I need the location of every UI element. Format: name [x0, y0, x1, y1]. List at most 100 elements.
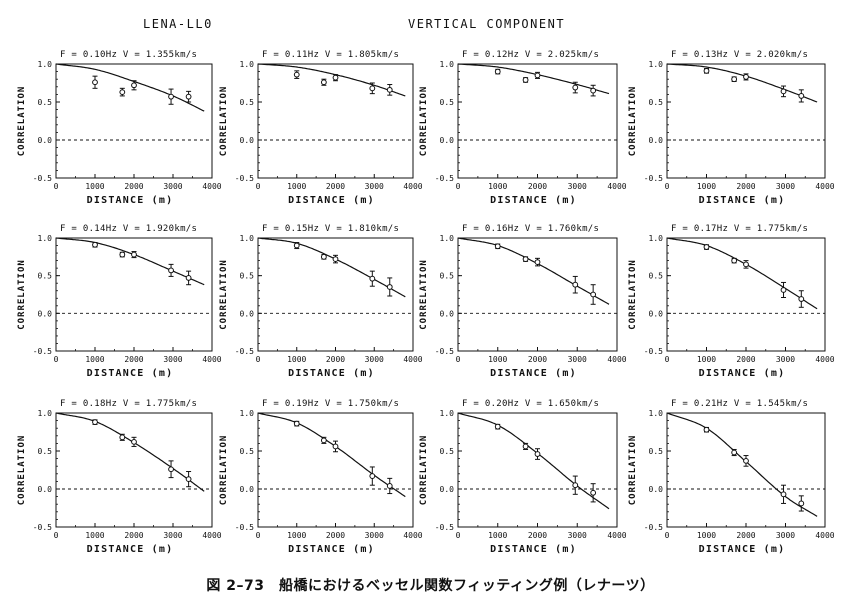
y-tick-label: 0.5 [440, 447, 455, 456]
bessel-fit-curve [257, 63, 406, 97]
data-point [572, 84, 579, 91]
x-axis-label: DISTANCE (m) [288, 368, 375, 379]
x-axis-label: DISTANCE (m) [490, 195, 577, 206]
y-tick-label: 0.5 [440, 272, 455, 281]
x-tick-label: 1000 [287, 182, 306, 191]
data-point [386, 483, 393, 489]
panel-title: F = 0.18Hz V = 1.775km/s [60, 399, 197, 409]
y-tick-label: 1.0 [440, 234, 455, 243]
x-tick-label: 4000 [815, 182, 834, 191]
data-point [590, 87, 597, 94]
y-tick-label: -0.5 [33, 523, 52, 532]
y-tick-label: 1.0 [38, 409, 53, 418]
y-tick-label: 0.5 [649, 447, 664, 456]
x-tick-label: 3000 [776, 355, 795, 364]
x-tick-label: 0 [54, 182, 59, 191]
x-tick-label: 4000 [202, 355, 221, 364]
x-axis-label: DISTANCE (m) [699, 195, 786, 206]
data-point [703, 67, 710, 74]
x-tick-label: 3000 [365, 355, 384, 364]
data-point [494, 423, 501, 430]
y-tick-label: 0.5 [440, 98, 455, 107]
x-tick-label: 3000 [163, 355, 182, 364]
data-point [92, 241, 98, 248]
x-tick-label: 0 [256, 355, 261, 364]
panel-title: F = 0.17Hz V = 1.775km/s [671, 224, 808, 234]
y-axis-label: CORRELATION [219, 86, 229, 157]
x-axis-label: DISTANCE (m) [87, 368, 174, 379]
data-point [185, 93, 192, 100]
data-point [386, 284, 393, 290]
data-point [320, 79, 327, 86]
x-tick-label: 0 [456, 182, 461, 191]
data-point [293, 71, 300, 78]
y-axis-label: CORRELATION [419, 259, 429, 330]
data-point [731, 257, 738, 264]
x-tick-label: 3000 [568, 182, 587, 191]
data-point [332, 443, 339, 450]
y-tick-label: 0.0 [649, 136, 664, 145]
panel-title: F = 0.21Hz V = 1.545km/s [671, 399, 808, 409]
data-point [731, 449, 738, 456]
bessel-fit-curve [55, 237, 205, 286]
correlation-panel: F = 0.10Hz V = 1.355km/s -0.5 0.0 0.5 1.0 0 10… [17, 50, 222, 206]
panel-title: F = 0.11Hz V = 1.805km/s [262, 50, 399, 60]
x-tick-label: 4000 [607, 355, 626, 364]
plot-frame [55, 412, 213, 528]
bessel-fit-curve [666, 63, 818, 103]
y-tick-label: -0.5 [644, 347, 663, 356]
data-point [369, 275, 376, 282]
plot-frame [257, 412, 414, 528]
y-tick-label: 0.5 [240, 272, 255, 281]
x-tick-label: 2000 [528, 531, 547, 540]
data-point [92, 419, 98, 426]
x-tick-label: 4000 [607, 531, 626, 540]
x-tick-label: 2000 [326, 531, 345, 540]
x-axis-label: DISTANCE (m) [490, 544, 577, 555]
data-point [590, 291, 597, 298]
y-tick-label: 0.5 [38, 447, 53, 456]
y-axis-label: CORRELATION [419, 435, 429, 506]
y-tick-label: 0.0 [649, 485, 664, 494]
plot-frame [457, 412, 618, 528]
y-axis-label: CORRELATION [628, 259, 638, 330]
x-tick-label: 1000 [488, 355, 507, 364]
data-point [703, 426, 710, 433]
data-point [534, 72, 541, 79]
figure-header-right: VERTICAL COMPONENT [408, 17, 566, 31]
correlation-panel: F = 0.18Hz V = 1.775km/s -0.5 0.0 0.5 1.0 0 10… [17, 399, 222, 555]
correlation-panel: F = 0.13Hz V = 2.020km/s -0.5 0.0 0.5 1.0 0 10… [628, 50, 835, 206]
x-tick-label: 0 [256, 182, 261, 191]
panel-title: F = 0.16Hz V = 1.760km/s [462, 224, 599, 234]
y-tick-label: -0.5 [435, 523, 454, 532]
data-point [119, 89, 126, 96]
x-tick-label: 3000 [776, 531, 795, 540]
x-tick-label: 0 [54, 531, 59, 540]
x-tick-label: 2000 [736, 182, 755, 191]
x-tick-label: 2000 [326, 182, 345, 191]
x-tick-label: 1000 [85, 355, 104, 364]
correlation-panel: F = 0.19Hz V = 1.750km/s -0.5 0.0 0.5 1.0 0 10… [219, 399, 423, 555]
x-tick-label: 4000 [202, 531, 221, 540]
x-tick-label: 0 [256, 531, 261, 540]
y-tick-label: 1.0 [38, 60, 53, 69]
y-tick-label: 0.5 [240, 447, 255, 456]
data-point [590, 489, 597, 496]
data-point [332, 256, 339, 262]
y-tick-label: 1.0 [38, 234, 53, 243]
plot-frame [666, 63, 826, 179]
data-point [119, 251, 126, 258]
y-axis-label: CORRELATION [219, 259, 229, 330]
bessel-fit-curve [257, 237, 406, 298]
data-point [369, 85, 376, 92]
x-tick-label: 2000 [528, 355, 547, 364]
figure-header-left: LENA-LL0 [143, 17, 213, 31]
bessel-fit-curve [666, 237, 818, 310]
panel-title: F = 0.14Hz V = 1.920km/s [60, 224, 197, 234]
data-point [369, 473, 376, 479]
y-axis-label: CORRELATION [17, 86, 27, 157]
x-tick-label: 0 [665, 531, 670, 540]
data-point [534, 259, 541, 266]
x-tick-label: 3000 [365, 531, 384, 540]
